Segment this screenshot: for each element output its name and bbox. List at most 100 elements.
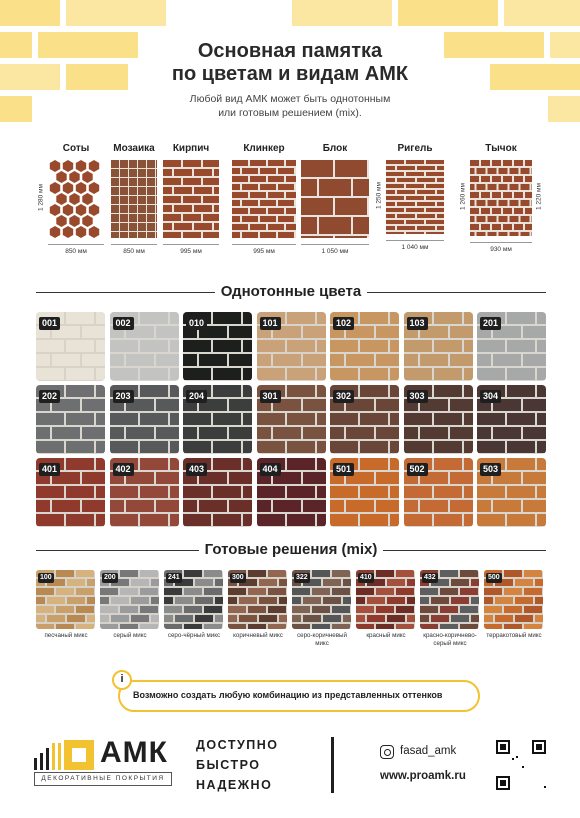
color-code-badge: 403 (186, 463, 208, 476)
mix-swatch: 300 (228, 570, 287, 629)
mix-code-badge: 322 (294, 573, 310, 583)
type-pattern-image (224, 160, 302, 238)
mix-swatch: 432 (420, 570, 479, 629)
mix-label-line: микс (315, 640, 329, 647)
mix-swatch: 200 (100, 570, 159, 629)
color-code-badge: 503 (480, 463, 502, 476)
type-pattern-image (111, 160, 164, 240)
type-name: Блок (322, 143, 348, 154)
type-width-label: 1 050 мм (321, 248, 349, 255)
mix-item: 200 серый микс (100, 570, 159, 640)
mix-code-badge: 432 (422, 573, 438, 583)
color-swatch: 401 (36, 458, 105, 527)
color-swatch: 503 (477, 458, 546, 527)
mix-label-line: терракотовый микс (486, 632, 542, 639)
mix-label: серо-чёрный микс (159, 632, 229, 640)
mix-item: 500 терракотовый микс (484, 570, 543, 640)
mix-label: терракотовый микс (479, 632, 549, 640)
slogan-line-2: БЫСТРО (196, 758, 261, 772)
mix-section-title: Готовые решения (mix) (198, 541, 384, 558)
color-code-badge: 002 (112, 317, 134, 330)
color-code-badge: 303 (406, 390, 428, 403)
slogan-line-3: НАДЕЖНО (196, 778, 273, 792)
color-swatch: 302 (330, 385, 399, 454)
solid-section-title: Однотонные цвета (214, 283, 368, 300)
mix-item: 100 песчаный микс (36, 570, 95, 640)
type-width-label: 850 мм (123, 248, 145, 255)
width-dimension-line (111, 244, 157, 245)
color-code-badge: 203 (112, 390, 134, 403)
slogan-line-1: ДОСТУПНО (196, 738, 279, 752)
color-swatch: 402 (109, 458, 179, 527)
type-5: Блок (285, 142, 385, 253)
mix-swatch: 100 (36, 570, 95, 629)
width-dimension-line (301, 244, 369, 245)
mix-label-line: серый микс (433, 640, 467, 647)
mix-swatch: 500 (484, 570, 543, 629)
solid-section-header: Однотонные цвета (36, 282, 546, 302)
mix-label: серый микс (95, 632, 165, 640)
type-width-label: 995 мм (180, 248, 202, 255)
website-link[interactable]: www.proamk.ru (380, 770, 466, 782)
width-dimension-line (470, 242, 532, 243)
color-swatch: 203 (109, 385, 179, 454)
mix-swatch: 410 (356, 570, 415, 629)
type-height-label: 1 250 мм (375, 182, 383, 210)
type-pattern-image (377, 160, 455, 236)
mix-item: 410 красный микс (356, 570, 415, 640)
color-swatch: 001 (36, 312, 105, 381)
mix-code-badge: 241 (166, 573, 182, 583)
type-1: Соты (42, 142, 110, 238)
color-code-badge: 101 (259, 317, 281, 330)
color-swatch: 403 (183, 458, 252, 527)
mix-item: 300 коричневый микс (228, 570, 287, 640)
color-code-badge: 103 (406, 317, 428, 330)
color-code-badge: 302 (333, 390, 355, 403)
mix-code-badge: 100 (38, 573, 54, 583)
type-width-label: 995 мм (253, 248, 275, 255)
type-2: Мозаика (105, 142, 164, 240)
mix-code-badge: 410 (358, 573, 374, 583)
type-4: Клинкер (224, 142, 302, 238)
color-code-badge: 202 (39, 390, 61, 403)
color-code-badge: 301 (259, 390, 281, 403)
width-dimension-line (163, 244, 219, 245)
mix-label-line: коричневый микс (233, 632, 283, 639)
color-swatch: 201 (477, 312, 546, 381)
color-swatch: 202 (36, 385, 105, 454)
mix-code-badge: 200 (102, 573, 118, 583)
color-code-badge: 102 (333, 317, 355, 330)
mix-label-line: красный микс (366, 632, 406, 639)
color-code-badge: 010 (186, 317, 208, 330)
type-height-label: 1 280 мм (37, 184, 45, 212)
type-pattern-image (465, 160, 541, 238)
mix-label-line: песчаный микс (44, 632, 88, 639)
type-3: Кирпич (154, 142, 232, 239)
footer-divider (331, 737, 334, 793)
type-pattern-image (285, 160, 385, 253)
mix-label: песчаный микс (31, 632, 101, 640)
mix-item: 322 серо-коричневый микс (292, 570, 351, 648)
color-swatch: 301 (256, 385, 326, 454)
width-dimension-line (48, 244, 104, 245)
type-name: Кирпич (172, 143, 210, 154)
color-code-badge: 204 (186, 390, 208, 403)
type-pattern-image (48, 160, 104, 238)
color-swatch: 103 (403, 312, 473, 381)
instagram-icon (380, 745, 394, 759)
mix-code-badge: 500 (486, 573, 502, 583)
type-7: Тычок (464, 142, 541, 238)
note-box (118, 680, 480, 712)
mix-swatch: 241 (164, 570, 223, 629)
color-code-badge: 502 (406, 463, 428, 476)
type-height-label: 1 260 мм (459, 183, 467, 211)
page-title: Основная памятка по цветам и видам АМК (171, 40, 409, 85)
mix-code-badge: 300 (230, 573, 246, 583)
instagram-handle[interactable]: fasad_amk (400, 745, 457, 757)
color-swatch: 404 (256, 458, 326, 527)
mix-item: 241 серо-чёрный микс (164, 570, 223, 640)
type-width-label: 930 мм (490, 246, 512, 253)
type-name: Клинкер (243, 143, 285, 154)
color-code-badge: 404 (259, 463, 281, 476)
mix-swatch: 322 (292, 570, 351, 629)
